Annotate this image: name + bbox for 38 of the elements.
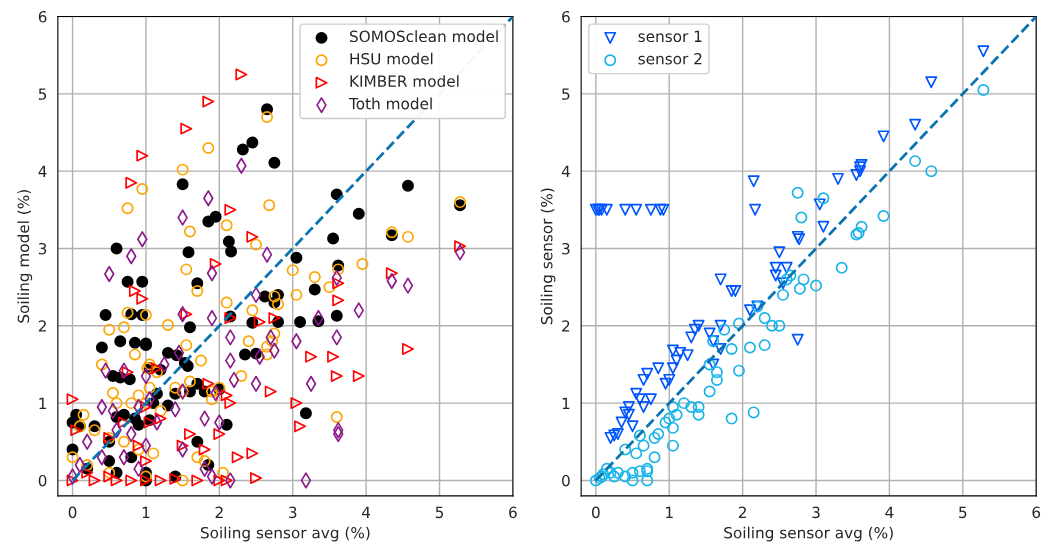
y-tick-label: 1: [562, 397, 570, 409]
x-tick-label: 5: [435, 506, 444, 519]
y-tick-label: 4: [561, 165, 570, 177]
x-tick-label: 4: [362, 506, 371, 518]
y-axis-title: Soiling sensor (%): [540, 188, 556, 325]
y-tick-label: 6: [38, 11, 47, 23]
legend-label: HSU model: [350, 52, 433, 65]
legend-label: Toth model: [348, 97, 432, 110]
x-tick-label: 1: [142, 506, 150, 518]
y-tick-label: 1: [39, 397, 47, 409]
y-tick-label: 3: [38, 242, 47, 255]
x-tick-label: 3: [812, 506, 820, 519]
y-tick-label: 0: [562, 474, 570, 487]
x-tick-label: 1: [666, 506, 673, 518]
x-axis-title: Soiling sensor avg (%): [724, 526, 893, 542]
y-tick-label: 2: [38, 320, 46, 332]
y-tick-label: 0: [38, 474, 47, 487]
x-tick-label: 2: [738, 506, 746, 518]
y-tick-label: 5: [562, 88, 570, 100]
y-tick-label: 2: [562, 320, 570, 332]
legend-label: sensor 2: [638, 52, 702, 65]
x-tick-label: 0: [68, 506, 77, 519]
x-tick-label: 3: [289, 506, 297, 519]
y-axis-title: Soiling model (%): [17, 190, 33, 323]
y-tick-label: 4: [38, 165, 47, 177]
y-tick-label: 5: [38, 88, 47, 100]
legend-label: sensor 1: [638, 30, 702, 43]
x-tick-label: 6: [1032, 506, 1041, 519]
y-tick-label: 3: [562, 242, 570, 255]
x-tick-label: 5: [959, 506, 967, 519]
x-tick-label: 6: [509, 506, 517, 519]
x-tick-label: 2: [215, 506, 223, 518]
x-tick-label: 4: [885, 506, 894, 518]
x-axis-title: Soiling sensor avg (%): [200, 526, 370, 542]
y-tick-label: 6: [562, 11, 570, 23]
legend-label: SOMOSclean model: [350, 30, 498, 43]
legend-label: KIMBER model: [350, 75, 459, 87]
x-tick-label: 0: [591, 506, 600, 519]
